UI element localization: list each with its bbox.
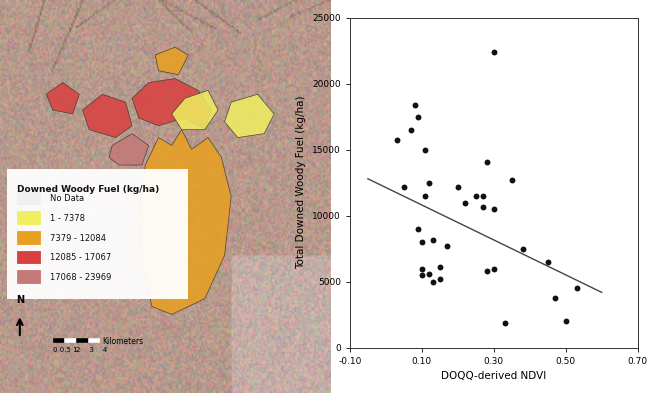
Point	[543, 259, 553, 265]
Point	[435, 264, 445, 270]
Point	[489, 206, 499, 212]
X-axis label: DOQQ-derived NDVI: DOQQ-derived NDVI	[441, 371, 546, 381]
Text: Kilometers: Kilometers	[103, 337, 143, 345]
Polygon shape	[155, 47, 188, 75]
Point	[442, 243, 453, 249]
Point	[478, 203, 489, 209]
Bar	[16, 191, 40, 204]
Point	[517, 246, 528, 252]
Text: 12085 - 17067: 12085 - 17067	[50, 253, 111, 262]
Point	[399, 184, 409, 190]
Text: 1 - 7378: 1 - 7378	[50, 214, 84, 223]
Bar	[16, 251, 40, 263]
Text: 7379 - 12084: 7379 - 12084	[50, 234, 105, 242]
Point	[471, 193, 481, 199]
Bar	[16, 231, 40, 244]
Point	[481, 268, 492, 274]
Polygon shape	[224, 94, 274, 138]
Bar	[53, 338, 64, 342]
Point	[424, 271, 434, 277]
Bar	[16, 270, 40, 283]
Polygon shape	[139, 130, 231, 314]
Text: 2    3    4: 2 3 4	[76, 347, 107, 353]
Point	[421, 147, 431, 153]
Point	[409, 102, 420, 108]
Text: Downed Woody Fuel (kg/ha): Downed Woody Fuel (kg/ha)	[16, 185, 159, 194]
Text: N: N	[16, 295, 24, 305]
Point	[572, 285, 582, 292]
Y-axis label: Total Downed Woody Fuel (kg/ha): Total Downed Woody Fuel (kg/ha)	[296, 96, 307, 270]
Bar	[88, 338, 99, 342]
Point	[413, 226, 424, 232]
Point	[428, 279, 438, 285]
Point	[421, 193, 431, 199]
Point	[500, 320, 510, 326]
Bar	[7, 169, 188, 299]
Point	[560, 318, 571, 325]
Text: 17068 - 23969: 17068 - 23969	[50, 273, 111, 282]
Bar	[76, 338, 88, 342]
Polygon shape	[82, 94, 132, 138]
Bar	[64, 338, 76, 342]
Text: 0 0.5 1: 0 0.5 1	[53, 347, 77, 353]
Point	[453, 184, 463, 190]
Point	[428, 236, 438, 242]
Point	[507, 177, 517, 183]
Point	[417, 265, 427, 272]
Polygon shape	[109, 134, 148, 165]
Point	[424, 180, 434, 186]
Point	[413, 114, 424, 120]
Point	[406, 127, 417, 133]
Point	[392, 137, 402, 143]
Point	[550, 294, 560, 301]
Polygon shape	[172, 90, 218, 130]
Point	[460, 199, 470, 206]
Text: No Data: No Data	[50, 195, 84, 203]
Polygon shape	[132, 79, 211, 130]
Bar	[16, 211, 40, 224]
Point	[417, 239, 427, 245]
Point	[489, 49, 499, 55]
Point	[478, 193, 489, 199]
Point	[481, 158, 492, 165]
Point	[417, 272, 427, 278]
Point	[489, 265, 499, 272]
Point	[435, 276, 445, 282]
Polygon shape	[46, 83, 79, 114]
